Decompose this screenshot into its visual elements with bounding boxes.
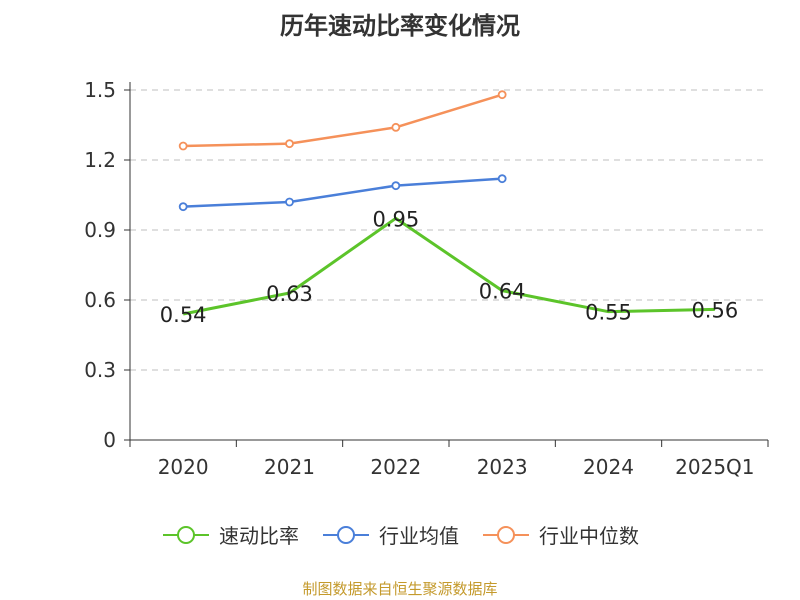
data-point: [285, 197, 294, 207]
data-label: 0.64: [479, 280, 526, 304]
legend-item-industry-median[interactable]: 行业中位数: [481, 520, 639, 549]
x-tick-label: 2024: [583, 455, 634, 479]
x-tick-label: 2025Q1: [675, 455, 754, 479]
y-tick-label: 0: [103, 428, 116, 452]
data-point: [178, 141, 188, 151]
data-label: 0.63: [266, 282, 313, 306]
y-tick-label: 1.2: [84, 148, 116, 172]
legend-item-industry-mean[interactable]: 行业均值: [321, 520, 459, 549]
y-tick-label: 0.9: [84, 218, 116, 242]
y-tick-label: 1.5: [84, 78, 116, 102]
x-tick-label: 2020: [158, 455, 209, 479]
x-tick-label: 2022: [370, 455, 421, 479]
data-point: [497, 174, 507, 184]
legend-item-quick-ratio[interactable]: 速动比率: [161, 520, 299, 549]
data-label: 0.55: [585, 301, 632, 325]
y-tick-label: 0.3: [84, 358, 116, 382]
legend-label: 行业均值: [379, 524, 459, 548]
series-line-2: [183, 93, 503, 148]
data-point: [391, 122, 401, 132]
series-line-0: [182, 216, 715, 316]
data-label: 0.54: [160, 303, 207, 327]
x-tick-label: 2023: [477, 455, 528, 479]
legend-label: 速动比率: [219, 524, 299, 548]
data-point: [497, 90, 507, 100]
legend-label: 行业中位数: [539, 524, 639, 548]
chart-title: 历年速动比率变化情况: [280, 12, 520, 40]
legend-marker-industry-mean: [323, 525, 369, 544]
source-note: 制图数据来自恒生聚源数据库: [302, 580, 498, 598]
data-label: 0.95: [372, 207, 419, 231]
data-point: [178, 202, 188, 212]
y-tick-label: 0.6: [84, 288, 116, 312]
data-point: [285, 139, 294, 149]
data-label: 0.56: [691, 298, 738, 322]
series-line-1: [183, 177, 503, 208]
data-point: [391, 181, 401, 191]
legend: 速动比率 行业均值 行业中位数: [0, 520, 800, 549]
x-tick-label: 2021: [264, 455, 315, 479]
legend-marker-quick-ratio: [163, 525, 209, 544]
legend-marker-industry-median: [483, 525, 529, 544]
